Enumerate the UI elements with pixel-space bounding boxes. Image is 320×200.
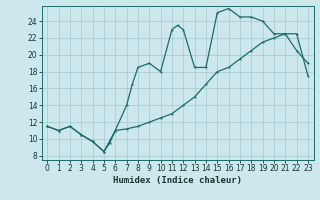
X-axis label: Humidex (Indice chaleur): Humidex (Indice chaleur) xyxy=(113,176,242,185)
